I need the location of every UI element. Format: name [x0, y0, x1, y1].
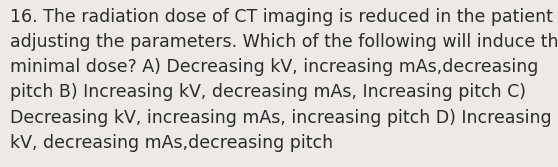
- Text: 16. The radiation dose of CT imaging is reduced in the patient by
adjusting the : 16. The radiation dose of CT imaging is …: [10, 8, 558, 152]
